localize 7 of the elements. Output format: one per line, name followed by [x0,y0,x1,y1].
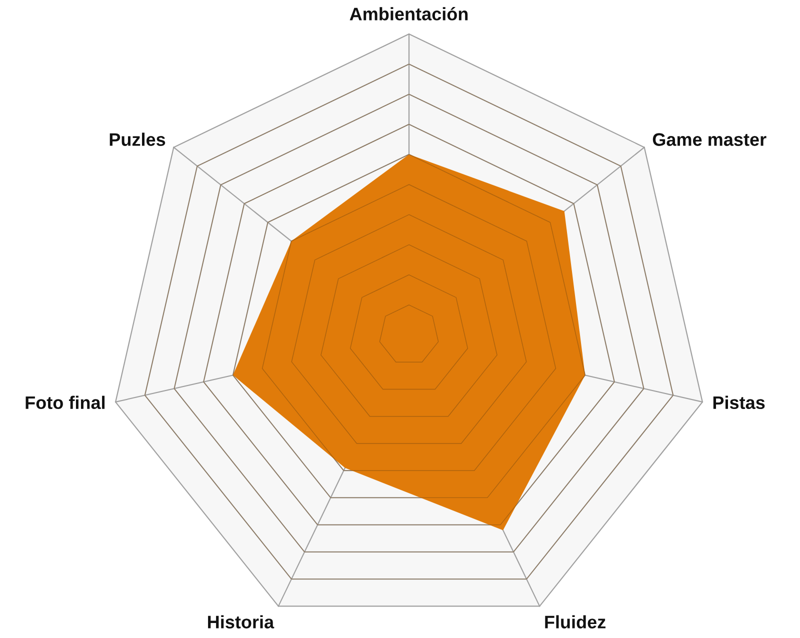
spoke-label: Fluidez [545,615,606,628]
spoke-label: Ambientación [350,7,468,20]
spoke-label: Pistas [713,396,765,410]
spoke-label: Puzles [110,132,166,146]
spoke-label: Game master [652,133,766,146]
spoke-label: Historia [208,615,274,628]
spoke-label: Foto final [26,396,105,410]
